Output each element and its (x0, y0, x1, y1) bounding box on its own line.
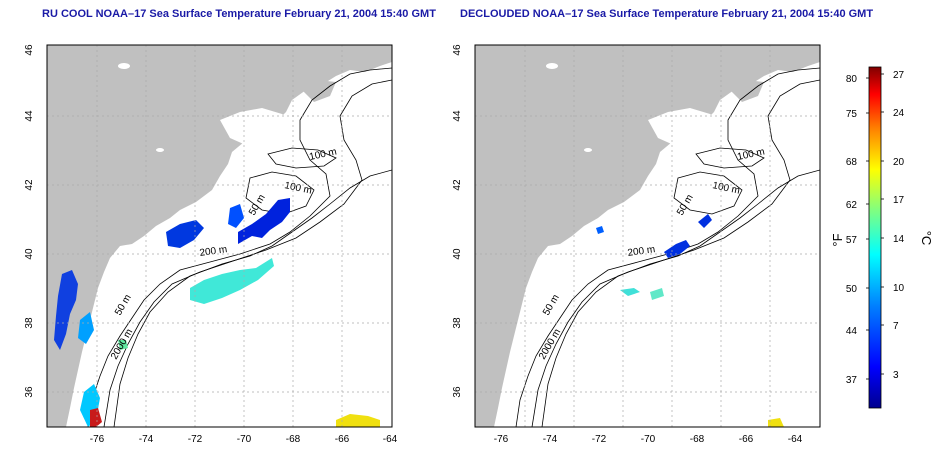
left-map-frame (46, 44, 393, 428)
colorbar-c-tick-label: 10 (893, 283, 905, 294)
left-y-axis: 46 44 42 40 38 36 (24, 44, 35, 398)
left-x-axis: -76 -74 -72 -70 -68 -66 -64 (90, 434, 398, 445)
right-x-tick-label: -72 (592, 434, 607, 445)
left-y-tick-label: 42 (24, 179, 35, 191)
right-bathymetry-contours (515, 67, 820, 427)
colorbar-f-tick-label: 50 (846, 284, 858, 295)
left-y-tick-label: 38 (24, 317, 35, 329)
right-contour-label: 200 m (627, 244, 656, 259)
left-map-panel: 100 m 100 m 50 m 200 m 50 m 2000 m -76 -… (24, 44, 398, 445)
left-x-tick-label: -68 (286, 434, 301, 445)
colorbar-c-tick-label: 7 (893, 321, 899, 332)
right-x-tick-label: -68 (690, 434, 705, 445)
right-gridlines (475, 45, 820, 427)
colorbar-c-tick-label: 3 (893, 370, 899, 381)
left-x-tick-label: -64 (383, 434, 398, 445)
colorbar-c-tick-label: 17 (893, 195, 905, 206)
colorbar-c-tick-label: 27 (893, 70, 905, 81)
colorbar-f-tick-label: 68 (846, 157, 858, 168)
left-nova-scotia (300, 80, 336, 102)
right-sst-patches (596, 214, 784, 427)
colorbar-f-tick-label: 37 (846, 375, 858, 386)
right-y-tick-label: 36 (452, 386, 463, 398)
right-lake (546, 63, 558, 69)
right-map-title: DECLOUDED NOAA–17 Sea Surface Temperatur… (460, 8, 874, 20)
colorbar: 80 75 68 62 57 50 44 37 27 24 20 17 14 1… (830, 66, 934, 409)
left-x-tick-label: -76 (90, 434, 105, 445)
colorbar-f-tick-label: 57 (846, 235, 858, 246)
colorbar-c-labels: 27 24 20 17 14 10 7 3 (893, 70, 905, 381)
left-sst-patches (54, 198, 380, 427)
right-gulf-of-maine (648, 108, 724, 148)
right-lake (584, 148, 592, 152)
right-map-panel: 100 m 100 m 50 m 200 m 50 m 2000 m -76 -… (452, 44, 821, 445)
colorbar-ticks (866, 73, 884, 380)
colorbar-celsius-label: °C (919, 231, 934, 246)
left-gulf-of-maine (220, 108, 296, 148)
left-map-title: RU COOL NOAA–17 Sea Surface Temperature … (42, 8, 436, 20)
right-y-tick-label: 46 (452, 44, 463, 56)
colorbar-c-tick-label: 20 (893, 157, 905, 168)
left-x-tick-label: -66 (335, 434, 350, 445)
left-y-tick-label: 40 (24, 248, 35, 260)
right-x-tick-label: -70 (641, 434, 656, 445)
left-x-tick-label: -72 (188, 434, 203, 445)
right-land (475, 45, 820, 427)
colorbar-c-tick-label: 24 (893, 108, 905, 119)
left-bathymetry-contours (87, 67, 392, 427)
right-y-axis: 46 44 42 40 38 36 (452, 44, 463, 398)
right-y-tick-label: 42 (452, 179, 463, 191)
right-x-tick-label: -76 (494, 434, 509, 445)
left-x-tick-label: -70 (237, 434, 252, 445)
right-y-tick-label: 44 (452, 110, 463, 122)
colorbar-f-tick-label: 44 (846, 326, 858, 337)
colorbar-fahrenheit-label: °F (830, 233, 845, 246)
left-contour-label: 200 m (199, 244, 228, 259)
left-x-tick-label: -74 (139, 434, 154, 445)
colorbar-ramp (868, 66, 882, 409)
left-y-tick-label: 44 (24, 110, 35, 122)
colorbar-c-tick-label: 14 (893, 234, 905, 245)
right-nova-scotia (728, 80, 764, 102)
left-lake (156, 148, 164, 152)
left-lake (118, 63, 130, 69)
right-x-tick-label: -66 (739, 434, 754, 445)
right-x-axis: -76 -74 -72 -70 -68 -66 -64 (494, 434, 803, 445)
right-x-tick-label: -64 (788, 434, 803, 445)
colorbar-f-labels: 80 75 68 62 57 50 44 37 (846, 74, 858, 386)
colorbar-f-tick-label: 80 (846, 74, 858, 85)
left-y-tick-label: 46 (24, 44, 35, 56)
right-x-tick-label: -74 (543, 434, 558, 445)
left-y-tick-label: 36 (24, 386, 35, 398)
left-gridlines (47, 45, 392, 427)
left-land (47, 45, 392, 427)
right-y-tick-label: 40 (452, 248, 463, 260)
right-y-tick-label: 38 (452, 317, 463, 329)
colorbar-f-tick-label: 62 (846, 200, 858, 211)
right-map-frame (474, 44, 821, 428)
colorbar-f-tick-label: 75 (846, 109, 858, 120)
